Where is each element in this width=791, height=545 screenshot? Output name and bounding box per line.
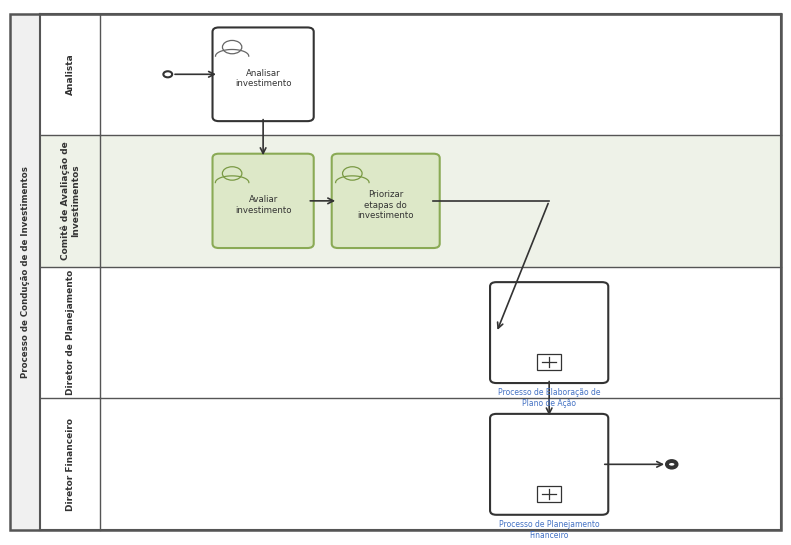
Text: Diretor de Planejamento: Diretor de Planejamento <box>66 270 74 395</box>
FancyBboxPatch shape <box>10 14 40 530</box>
Text: Processo de Condução de de Investimentos: Processo de Condução de de Investimentos <box>21 166 30 378</box>
FancyBboxPatch shape <box>40 398 100 530</box>
FancyBboxPatch shape <box>537 486 562 502</box>
FancyBboxPatch shape <box>40 135 100 267</box>
Text: Analisar
investimento: Analisar investimento <box>235 69 291 88</box>
Text: Priorizar
etapas do
investimento: Priorizar etapas do investimento <box>358 190 414 220</box>
Circle shape <box>164 71 172 77</box>
Text: Diretor Financeiro: Diretor Financeiro <box>66 418 74 511</box>
FancyBboxPatch shape <box>490 414 608 515</box>
FancyBboxPatch shape <box>213 154 314 248</box>
FancyBboxPatch shape <box>331 154 440 248</box>
Text: Processo de Planejamento
Financeiro: Processo de Planejamento Financeiro <box>499 520 600 540</box>
FancyBboxPatch shape <box>213 27 314 121</box>
Text: Analista: Analista <box>66 53 74 95</box>
FancyBboxPatch shape <box>490 282 608 383</box>
Text: Comitê de Avaliação de
Investimentos: Comitê de Avaliação de Investimentos <box>60 142 80 260</box>
FancyBboxPatch shape <box>537 354 562 371</box>
Text: Processo de Elaboração de
Plano de Ação: Processo de Elaboração de Plano de Ação <box>498 389 600 408</box>
Circle shape <box>667 461 676 468</box>
FancyBboxPatch shape <box>40 14 100 135</box>
FancyBboxPatch shape <box>40 14 781 135</box>
FancyBboxPatch shape <box>40 267 100 398</box>
Text: Avaliar
investimento: Avaliar investimento <box>235 196 291 215</box>
FancyBboxPatch shape <box>40 267 781 398</box>
FancyBboxPatch shape <box>40 398 781 530</box>
FancyBboxPatch shape <box>40 135 781 267</box>
